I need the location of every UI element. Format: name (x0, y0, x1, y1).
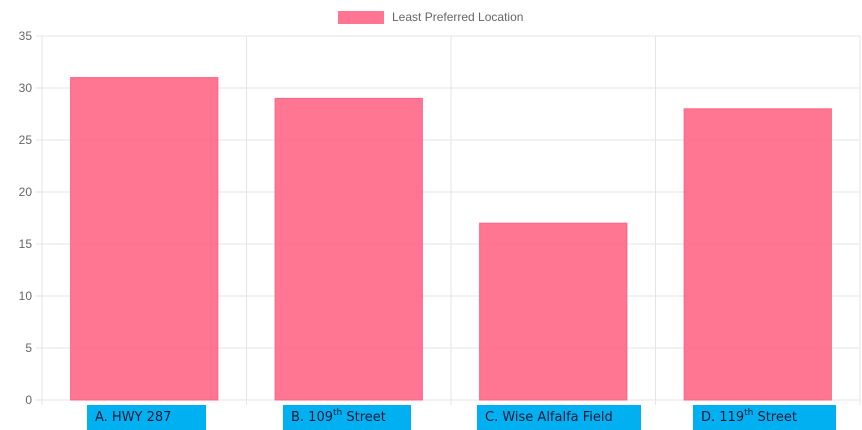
y-tick-label: 10 (19, 289, 33, 303)
category-label-b-suffix: Street (342, 410, 386, 425)
y-tick-label: 35 (19, 29, 33, 43)
legend-label: Least Preferred Location (392, 10, 524, 24)
category-label-c: C. Wise Alfalfa Field (477, 405, 641, 430)
category-label-b-sup: th (333, 408, 343, 418)
category-label-b: B. 109th Street (283, 405, 411, 430)
category-label-a-text: A. HWY 287 (95, 410, 172, 425)
bar (479, 222, 628, 401)
y-tick-label: 15 (19, 237, 33, 251)
category-label-a: A. HWY 287 (87, 405, 206, 430)
category-label-b-text: B. 109 (291, 410, 333, 425)
y-tick-label: 25 (19, 133, 33, 147)
category-label-d-sup: th (744, 408, 754, 418)
y-tick-label: 20 (19, 185, 33, 199)
bar (683, 108, 832, 401)
y-tick-label: 30 (19, 81, 33, 95)
chart-legend[interactable]: Least Preferred Location (338, 8, 523, 26)
category-label-c-text: C. Wise Alfalfa Field (485, 410, 613, 425)
legend-swatch (338, 10, 384, 24)
y-tick-label: 5 (25, 341, 32, 355)
y-tick-label: 0 (25, 393, 32, 405)
category-label-d-suffix: Street (753, 410, 797, 425)
category-label-d: D. 119th Street (693, 405, 836, 430)
bar (70, 77, 219, 401)
bar (274, 97, 423, 401)
category-label-d-text: D. 119 (701, 410, 745, 425)
bar-chart: 0 5 10 15 20 25 30 35 (19, 29, 861, 405)
